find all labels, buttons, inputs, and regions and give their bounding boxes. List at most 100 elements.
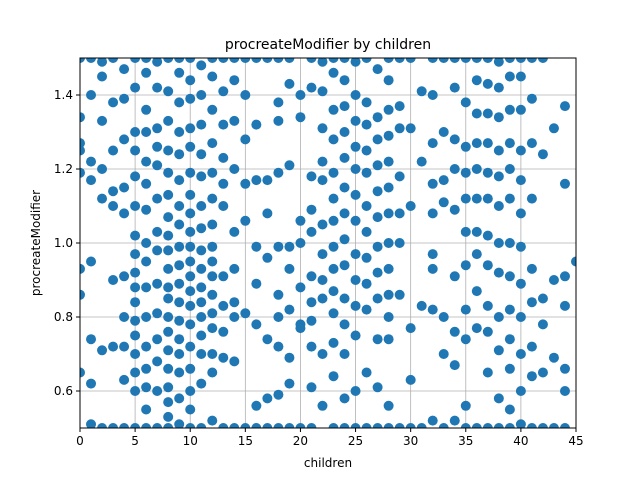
data-point xyxy=(504,104,515,115)
data-point xyxy=(185,189,196,200)
data-point xyxy=(405,374,416,385)
data-point xyxy=(317,58,328,67)
data-point xyxy=(262,208,273,219)
data-point xyxy=(174,260,185,271)
data-point xyxy=(493,145,504,156)
data-point xyxy=(306,226,317,237)
y-axis-ticks: 0.6 0.8 1.0 1.2 1.4 xyxy=(54,88,80,398)
data-point xyxy=(548,275,559,285)
data-point xyxy=(350,249,361,260)
data-point xyxy=(559,271,570,282)
data-point xyxy=(471,226,482,237)
data-point xyxy=(328,104,339,115)
data-point xyxy=(119,134,130,145)
data-point xyxy=(317,156,328,167)
data-point xyxy=(526,193,537,204)
data-point xyxy=(328,337,339,348)
data-point xyxy=(163,312,174,322)
data-point xyxy=(416,86,427,97)
data-point xyxy=(119,374,130,385)
data-point xyxy=(163,115,174,126)
data-point xyxy=(284,58,295,63)
data-point xyxy=(339,101,350,112)
data-point xyxy=(383,238,394,248)
data-point xyxy=(295,112,306,123)
data-point xyxy=(207,367,218,378)
data-point xyxy=(526,423,537,428)
data-point xyxy=(504,304,515,315)
data-point xyxy=(152,160,163,171)
data-point xyxy=(504,164,515,174)
data-point xyxy=(361,226,372,237)
data-point xyxy=(86,256,97,267)
data-point xyxy=(493,82,504,93)
data-point xyxy=(295,323,306,334)
data-point xyxy=(86,334,97,345)
data-point xyxy=(207,289,218,300)
data-point xyxy=(141,67,152,78)
x-tick-label: 40 xyxy=(513,434,528,448)
data-point xyxy=(251,58,262,63)
data-point xyxy=(174,278,185,289)
data-point xyxy=(174,393,185,404)
data-point xyxy=(471,138,482,149)
data-point xyxy=(273,389,284,400)
data-point xyxy=(460,400,471,411)
data-point xyxy=(427,90,438,100)
data-point xyxy=(328,167,339,178)
data-point xyxy=(108,341,119,352)
data-point xyxy=(152,278,163,289)
data-point xyxy=(306,423,317,428)
data-point xyxy=(493,312,504,322)
data-point xyxy=(416,423,427,428)
data-point xyxy=(141,423,152,428)
data-point xyxy=(306,315,317,326)
data-point xyxy=(207,323,218,334)
data-point xyxy=(163,411,174,422)
data-point xyxy=(196,297,207,308)
data-point xyxy=(317,123,328,134)
data-point xyxy=(130,297,141,308)
data-point xyxy=(207,58,218,63)
data-point xyxy=(372,186,383,197)
data-point xyxy=(152,193,163,204)
data-point xyxy=(229,164,240,174)
data-point xyxy=(493,345,504,356)
data-point xyxy=(526,263,537,274)
data-point xyxy=(152,308,163,319)
data-point xyxy=(207,271,218,282)
data-point xyxy=(438,312,449,322)
data-point xyxy=(185,386,196,396)
data-point xyxy=(174,419,185,428)
data-point xyxy=(86,58,97,63)
data-point xyxy=(141,382,152,393)
data-point xyxy=(229,263,240,274)
data-point xyxy=(460,167,471,178)
data-points xyxy=(80,58,576,428)
data-point xyxy=(339,182,350,193)
data-point xyxy=(504,58,515,63)
data-point xyxy=(449,82,460,93)
x-tick-label: 25 xyxy=(348,434,363,448)
data-point xyxy=(383,289,394,300)
data-point xyxy=(80,167,85,178)
data-point xyxy=(383,312,394,322)
data-point xyxy=(515,208,526,219)
data-point xyxy=(460,260,471,271)
data-point xyxy=(317,249,328,260)
data-point xyxy=(207,308,218,319)
x-axis-ticks: 0 5 10 15 20 25 30 35 40 45 xyxy=(76,428,584,448)
data-point xyxy=(427,304,438,315)
data-point xyxy=(548,123,559,134)
data-point xyxy=(262,252,273,263)
data-point xyxy=(218,119,229,130)
data-point xyxy=(163,345,174,356)
data-point xyxy=(438,58,449,63)
data-point xyxy=(229,297,240,308)
x-tick-label: 30 xyxy=(403,434,418,448)
x-tick-label: 5 xyxy=(131,434,139,448)
x-tick-label: 20 xyxy=(293,434,308,448)
data-point xyxy=(130,367,141,378)
data-point xyxy=(295,423,306,428)
data-point xyxy=(449,271,460,282)
